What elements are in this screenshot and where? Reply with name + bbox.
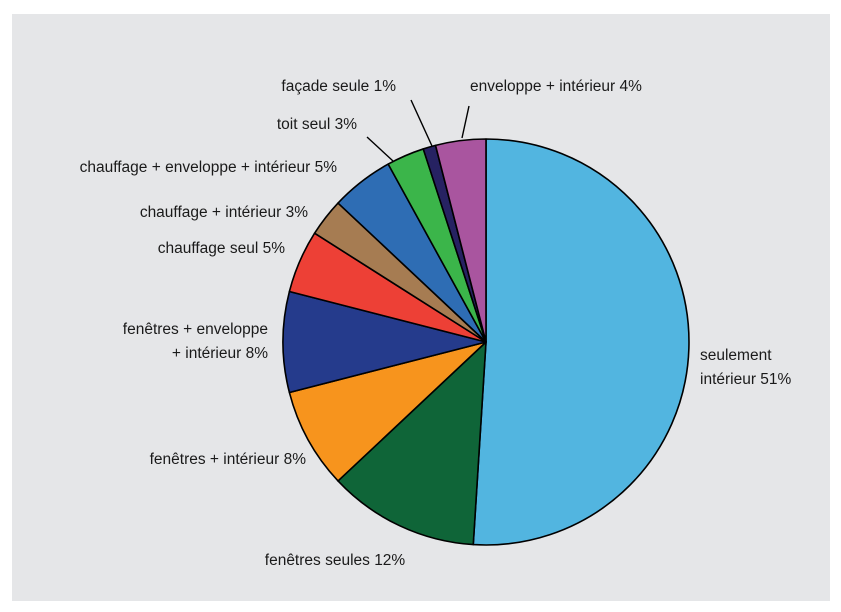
pie-slice (288, 341, 487, 482)
slice-label: toit seul 3% (277, 116, 357, 133)
slice-label-line: + intérieur 8% (172, 345, 268, 362)
pie-slice (282, 290, 487, 394)
leader-lines (366, 99, 470, 162)
slice-label: chauffage + intérieur 3% (140, 204, 308, 221)
pie-slices (282, 138, 690, 546)
slice-label-line: enveloppe + intérieur 4% (470, 78, 642, 95)
leader-line (461, 105, 470, 139)
slice-label: fenêtres + enveloppe + intérieur 8% (123, 321, 268, 362)
slice-label-line: chauffage seul 5% (158, 240, 285, 257)
slice-label: chauffage seul 5% (158, 240, 285, 257)
pie-slice (434, 138, 487, 343)
slice-labels: seulement intérieur 51% fenêtres seules 12… (80, 78, 792, 569)
slice-label: façade seule 1% (281, 78, 396, 95)
slice-label-line: intérieur 51% (700, 371, 792, 388)
slice-label: fenêtres seules 12% (265, 552, 406, 569)
pie-slice (472, 138, 690, 546)
slice-label-line: chauffage + intérieur 3% (140, 204, 308, 221)
slice-label: enveloppe + intérieur 4% (470, 78, 642, 95)
pie-slice (337, 341, 487, 546)
slice-label: seulement intérieur 51% (700, 347, 792, 388)
slice-label-line: fenêtres + intérieur 8% (150, 451, 307, 468)
slice-label-line: fenêtres + enveloppe (123, 321, 268, 338)
leader-line (410, 99, 433, 147)
slice-label-line: chauffage + enveloppe + intérieur 5% (80, 159, 338, 176)
slice-label-line: toit seul 3% (277, 116, 357, 133)
slice-label-line: façade seule 1% (281, 78, 396, 95)
slice-label-line: seulement (700, 347, 772, 364)
slice-label: chauffage + enveloppe + intérieur 5% (80, 159, 338, 176)
slice-label-line: fenêtres seules 12% (265, 552, 406, 569)
leader-line (366, 136, 394, 162)
slice-label: fenêtres + intérieur 8% (150, 451, 307, 468)
